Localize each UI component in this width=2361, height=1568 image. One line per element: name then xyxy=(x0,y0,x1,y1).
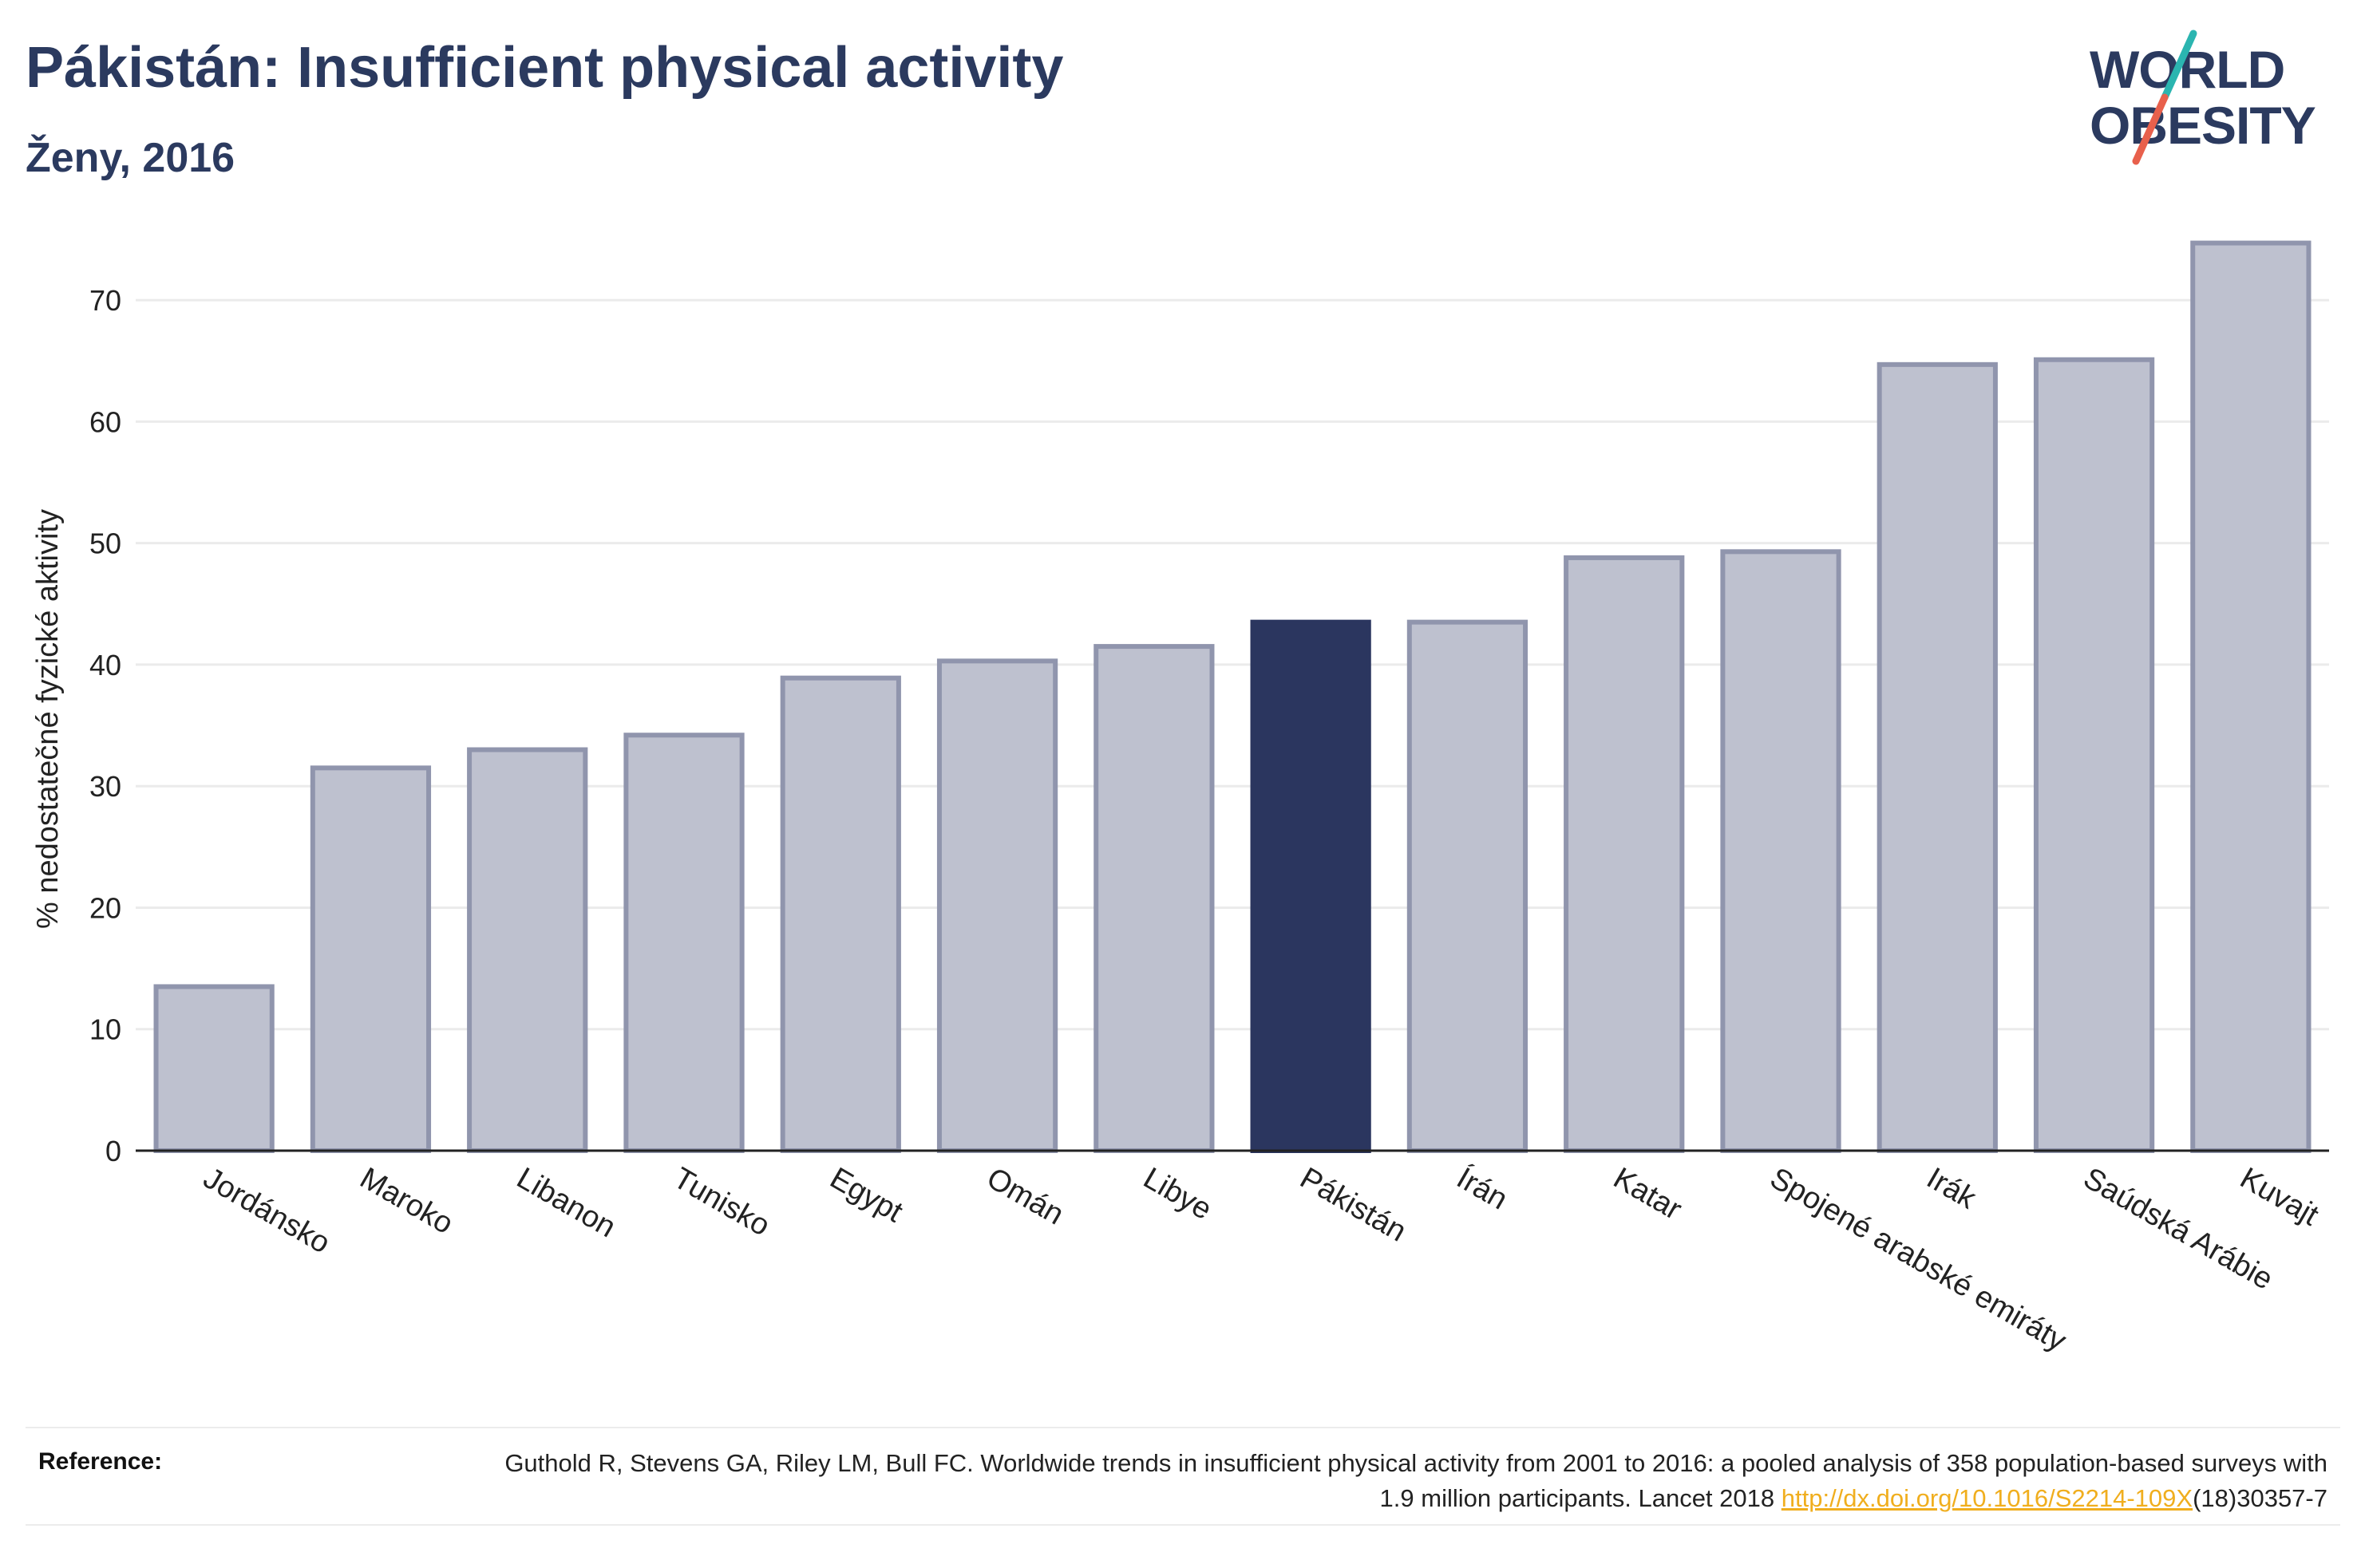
bar-írán[interactable] xyxy=(1406,619,1529,1153)
reference-citation: Guthold R, Stevens GA, Riley LM, Bull FC… xyxy=(504,1449,2327,1512)
reference-text: Guthold R, Stevens GA, Riley LM, Bull FC… xyxy=(492,1446,2327,1516)
y-tick-label: 40 xyxy=(89,649,121,681)
x-tick-label: Egypt xyxy=(825,1161,909,1229)
chart-subtitle: Ženy, 2016 xyxy=(26,135,235,181)
x-tick-label: Jordánsko xyxy=(198,1161,336,1260)
x-tick-label: Omán xyxy=(981,1161,1070,1231)
reference-link[interactable]: http://dx.doi.org/10.1016/S2214-109X xyxy=(1781,1484,2193,1512)
bar-omán[interactable] xyxy=(936,658,1058,1153)
logo-text-obesity: OBESITY xyxy=(2090,96,2316,155)
y-tick-label: 50 xyxy=(89,527,121,560)
bar-pákistán[interactable] xyxy=(1250,619,1371,1153)
y-tick-label: 30 xyxy=(89,770,121,803)
bar-saúdská-arábie[interactable] xyxy=(2033,357,2155,1153)
x-tick-label: Libanon xyxy=(511,1161,621,1244)
y-tick-label: 70 xyxy=(89,284,121,317)
world-obesity-logo: WORLD OBESITY xyxy=(2090,30,2316,165)
x-tick-labels: Jordánsko Maroko Libanon Tunisko Egypt Omán Li… xyxy=(198,1161,2325,1358)
x-tick-label: Katar xyxy=(1608,1161,1687,1226)
x-tick-label: Spojené arabské emiráty xyxy=(1765,1161,2072,1358)
y-tick-label: 60 xyxy=(89,405,121,438)
bar-irák[interactable] xyxy=(1877,361,1998,1153)
logo-slash-red xyxy=(2132,93,2169,165)
bar-maroko[interactable] xyxy=(310,765,432,1153)
bar-katar[interactable] xyxy=(1564,555,1685,1153)
x-tick-label: Irák xyxy=(1921,1161,1983,1216)
bar-libanon[interactable] xyxy=(467,747,588,1154)
y-tick-labels: 0 10 20 30 40 50 60 70 xyxy=(89,284,121,1167)
bar-jordánsko[interactable] xyxy=(153,984,275,1153)
grid-lines xyxy=(136,298,2329,1152)
bar-spojené-arabské-emiráty[interactable] xyxy=(1720,549,1841,1153)
x-tick-label: Libye xyxy=(1137,1161,1217,1226)
x-tick-label: Írán xyxy=(1451,1161,1513,1217)
bar-chart: 0 10 20 30 40 50 60 70 Jordánsko Maroko Libanon Tu… xyxy=(31,240,2329,1358)
bar-kuvajt[interactable] xyxy=(2190,240,2312,1153)
reference-label: Reference: xyxy=(38,1448,163,1475)
bar-libye[interactable] xyxy=(1093,644,1215,1153)
x-tick-label: Pákistán xyxy=(1295,1161,1412,1248)
x-tick-label: Kuvajt xyxy=(2234,1161,2324,1232)
y-tick-label: 0 xyxy=(105,1135,121,1167)
reference-divider-bottom xyxy=(26,1524,2340,1526)
y-tick-label: 20 xyxy=(89,891,121,924)
reference-divider-top xyxy=(26,1427,2340,1428)
bars xyxy=(153,240,2312,1154)
y-axis-label: % nedostatečné fyzické aktivity xyxy=(31,509,65,929)
y-tick-label: 10 xyxy=(89,1013,121,1046)
chart-title: Pákistán: Insufficient physical activity xyxy=(26,36,1064,100)
bar-tunisko[interactable] xyxy=(623,733,745,1153)
bar-egypt[interactable] xyxy=(780,675,901,1153)
logo-slash-teal xyxy=(2161,30,2197,101)
reference-citation-suffix: (18)30357-7 xyxy=(2193,1484,2327,1512)
x-tick-label: Maroko xyxy=(354,1161,459,1241)
x-tick-label: Tunisko xyxy=(668,1161,776,1242)
